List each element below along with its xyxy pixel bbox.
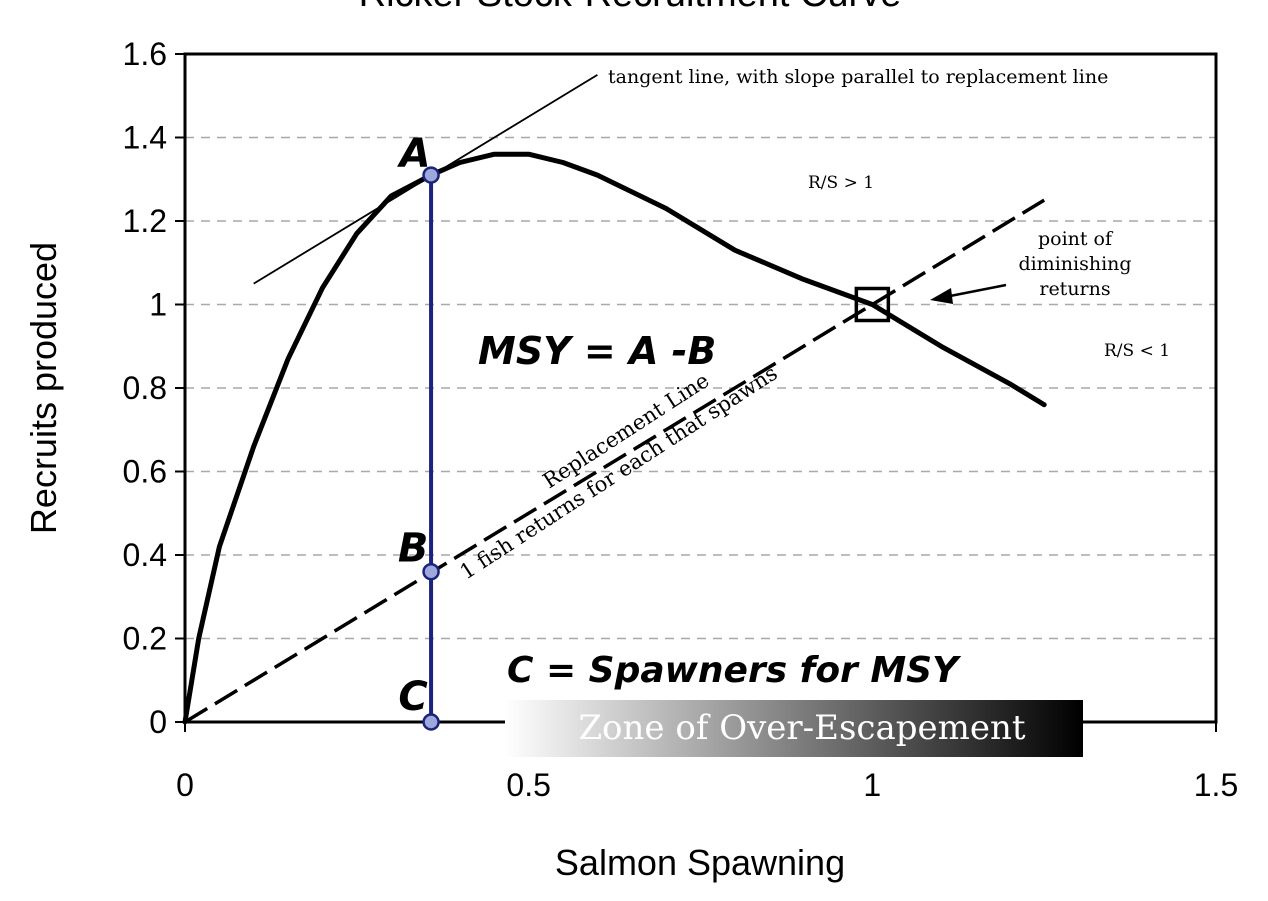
point-label-b: B (398, 526, 429, 572)
diminishing-label-3: returns (1039, 278, 1110, 300)
point-label-a: A (397, 131, 431, 177)
point-a (422, 166, 440, 184)
y-axis-title: Recruits produced (23, 242, 64, 534)
y-tick-label: 1.6 (123, 36, 167, 72)
point-b (422, 562, 440, 581)
replacement-line (184, 198, 1046, 724)
point-label-c: C (398, 674, 427, 720)
y-tick-label: 1.2 (123, 203, 167, 239)
chart-title: Ricker Stock-Recruitment Curve (359, 0, 902, 15)
y-tick-label: 0.2 (123, 621, 167, 657)
diminishing-arrow (930, 283, 1007, 304)
y-tick-label: 0 (149, 704, 167, 740)
x-tick-label: 0 (176, 767, 194, 803)
y-tick-label: 1.4 (123, 120, 167, 156)
replacement-sub-label: 1 fish returns for each that spawns (456, 361, 782, 584)
series (182, 74, 1047, 725)
grid (185, 136, 1216, 640)
rs-greater-label: R/S > 1 (808, 173, 874, 193)
equilibrium-box (854, 286, 891, 323)
rs-less-label: R/S < 1 (1104, 341, 1170, 361)
x-tick-label: 1 (863, 767, 881, 803)
diminishing-label-1: point of (1038, 228, 1114, 250)
y-tick-label: 1 (149, 287, 167, 323)
msy-label: MSY = A -B (478, 329, 716, 373)
x-tick-label: 1.5 (1194, 767, 1238, 803)
zone-box: Zone of Over-Escapement (505, 700, 1083, 757)
zone-label: Zone of Over-Escapement (578, 708, 1025, 748)
x-ticks: 0 0.5 1 1.5 (176, 722, 1238, 803)
y-ticks: 0 0.2 0.4 0.6 0.8 1 1.2 1.4 1.6 (123, 36, 185, 740)
diminishing-label-2: diminishing (1018, 253, 1131, 275)
zone-gradient (505, 700, 1083, 757)
y-tick-label: 0.6 (123, 454, 167, 490)
tangent-label: tangent line, with slope parallel to rep… (608, 66, 1108, 88)
y-tick-label: 0.8 (123, 370, 167, 406)
markers: A B C (397, 131, 891, 731)
x-axis-title: Salmon Spawning (555, 842, 845, 883)
y-tick-label: 0.4 (123, 537, 167, 573)
x-tick-label: 0.5 (506, 767, 550, 803)
point-c (422, 713, 440, 731)
spawners-label: C = Spawners for MSY (507, 650, 962, 691)
ricker-curve (182, 151, 1047, 725)
